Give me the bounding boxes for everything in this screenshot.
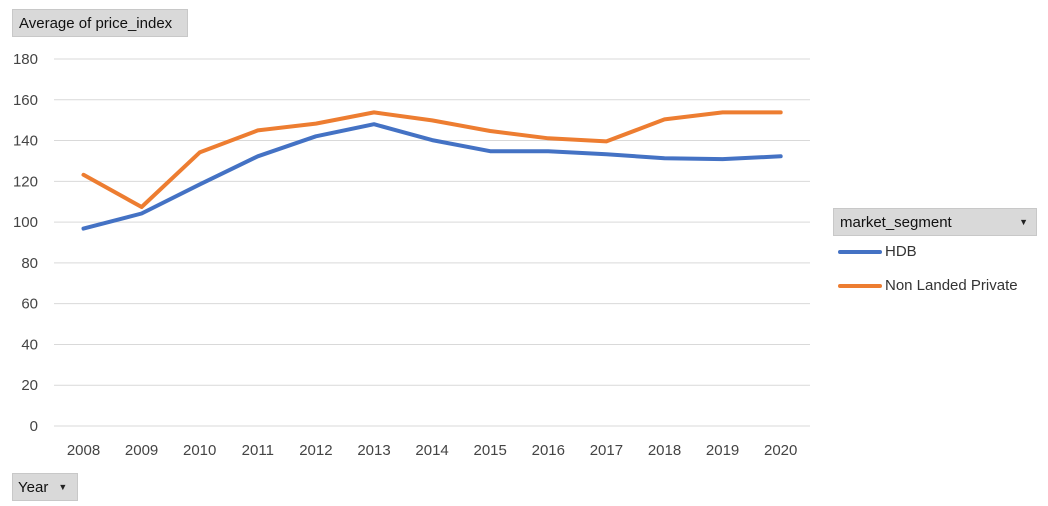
series-line-non-landed-private [81,110,783,209]
x-tick-label: 2018 [648,442,681,459]
legend-line-hdb [838,249,882,254]
legend-label-non-landed-private: Non Landed Private [885,277,1018,294]
y-tick-label: 100 [13,214,38,231]
x-tick-label: 2010 [183,442,216,459]
legend-field-label: market_segment [840,213,952,231]
year-field-button[interactable]: Year ▼ [12,473,78,501]
x-tick-label: 2008 [67,442,100,459]
x-tick-label: 2012 [299,442,332,459]
legend-item-non-landed-private: Non Landed Private [838,277,1018,294]
legend-item-hdb: HDB [838,243,917,260]
legend-label-hdb: HDB [885,243,917,260]
legend-line-non-landed-private [838,283,882,288]
y-tick-label: 20 [21,377,38,394]
x-tick-label: 2011 [242,442,274,459]
x-tick-label: 2013 [357,442,390,459]
x-tick-label: 2019 [706,442,739,459]
y-tick-label: 40 [21,336,38,353]
x-tick-label: 2016 [532,442,565,459]
x-tick-label: 2017 [590,442,623,459]
y-tick-label: 160 [13,92,38,109]
dropdown-arrow-icon[interactable]: ▼ [58,482,68,492]
y-tick-label: 120 [13,173,38,190]
y-tick-label: 80 [21,255,38,272]
dropdown-arrow-icon[interactable]: ▼ [1019,217,1028,227]
y-tick-label: 140 [13,133,38,150]
x-tick-label: 2020 [764,442,797,459]
y-tick-label: 0 [30,418,38,435]
x-tick-label: 2015 [474,442,507,459]
legend-field-button[interactable]: market_segment ▼ [833,208,1037,236]
year-field-label: Year [18,478,49,496]
value-field-label: Average of price_index [19,14,173,32]
value-field-button[interactable]: Average of price_index [12,9,188,37]
x-tick-label: 2009 [125,442,158,459]
y-tick-label: 180 [13,51,38,68]
y-tick-label: 60 [21,296,38,313]
series-line-hdb [81,122,783,231]
x-tick-label: 2014 [415,442,448,459]
